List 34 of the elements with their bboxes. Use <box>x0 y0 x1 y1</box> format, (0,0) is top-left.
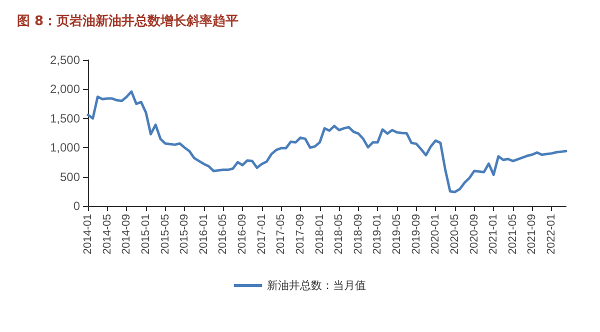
x-tick-label: 2020-05 <box>448 214 461 254</box>
x-tick-label: 2015-01 <box>140 214 152 254</box>
y-tick-label: 1,500 <box>50 111 80 126</box>
x-tick-label: 2020-09 <box>468 214 480 254</box>
x-tick-label: 2017-05 <box>275 214 288 254</box>
x-tick-label: 2022-01 <box>546 214 558 254</box>
y-tick-label: 2,000 <box>50 82 80 96</box>
x-tick-label: 2014-05 <box>101 214 114 254</box>
x-tick-label: 2015-05 <box>159 214 172 254</box>
x-tick-label: 2018-09 <box>352 214 364 254</box>
x-tick-label: 2019-09 <box>410 214 422 254</box>
x-tick-label: 2021-09 <box>526 214 538 254</box>
x-tick-label: 2014-01 <box>82 214 94 254</box>
x-tick-label: 2019-05 <box>391 214 404 254</box>
x-tick-label: 2014-09 <box>120 214 133 254</box>
x-tick-label: 2021-05 <box>506 214 519 254</box>
x-tick-label: 2015-09 <box>178 214 191 254</box>
x-tick-label: 2017-09 <box>294 214 306 254</box>
x-tick-label: 2016-01 <box>198 214 210 254</box>
x-tick-label: 2018-05 <box>333 214 346 254</box>
x-tick-label: 2020-01 <box>430 214 442 254</box>
x-tick-label: 2021-01 <box>488 214 500 254</box>
y-tick-label: 2,500 <box>50 53 80 67</box>
y-tick-label: 1,000 <box>50 140 80 155</box>
x-tick-label: 2019-01 <box>372 214 384 254</box>
x-tick-label: 2018-01 <box>314 214 326 254</box>
x-tick-label: 2016-09 <box>236 214 249 254</box>
x-tick-label: 2016-05 <box>217 214 230 254</box>
y-tick-label: 500 <box>60 170 80 184</box>
y-tick-label: 0 <box>73 199 80 213</box>
line-series <box>86 90 568 194</box>
x-tick-label: 2017-01 <box>256 214 268 254</box>
legend-label: 新油井总数：当月值 <box>267 279 366 292</box>
chart-title: 图 8：页岩油新油井总数增长斜率趋平 <box>17 13 239 29</box>
